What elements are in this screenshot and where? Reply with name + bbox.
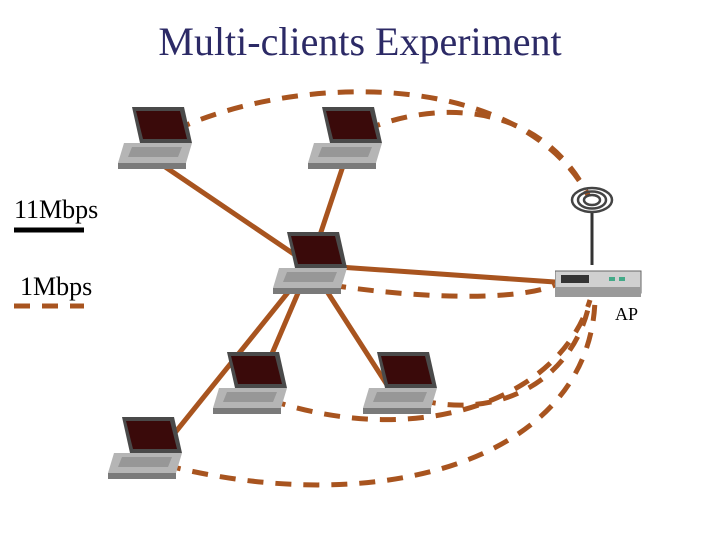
diagram-stage: Multi-clients Experiment	[0, 0, 720, 540]
ap-label: AP	[615, 304, 638, 325]
laptop-icon	[300, 105, 390, 175]
antenna-icon	[572, 188, 612, 265]
legend-1mbps-label: 1Mbps	[20, 272, 92, 302]
laptop-icon	[110, 105, 200, 175]
legend-11mbps-label: 11Mbps	[14, 195, 98, 225]
laptop-icon	[205, 350, 295, 420]
laptop-icon	[100, 415, 190, 485]
laptop-icon	[265, 230, 355, 300]
access-point-icon	[555, 265, 645, 299]
laptop-icon	[355, 350, 445, 420]
